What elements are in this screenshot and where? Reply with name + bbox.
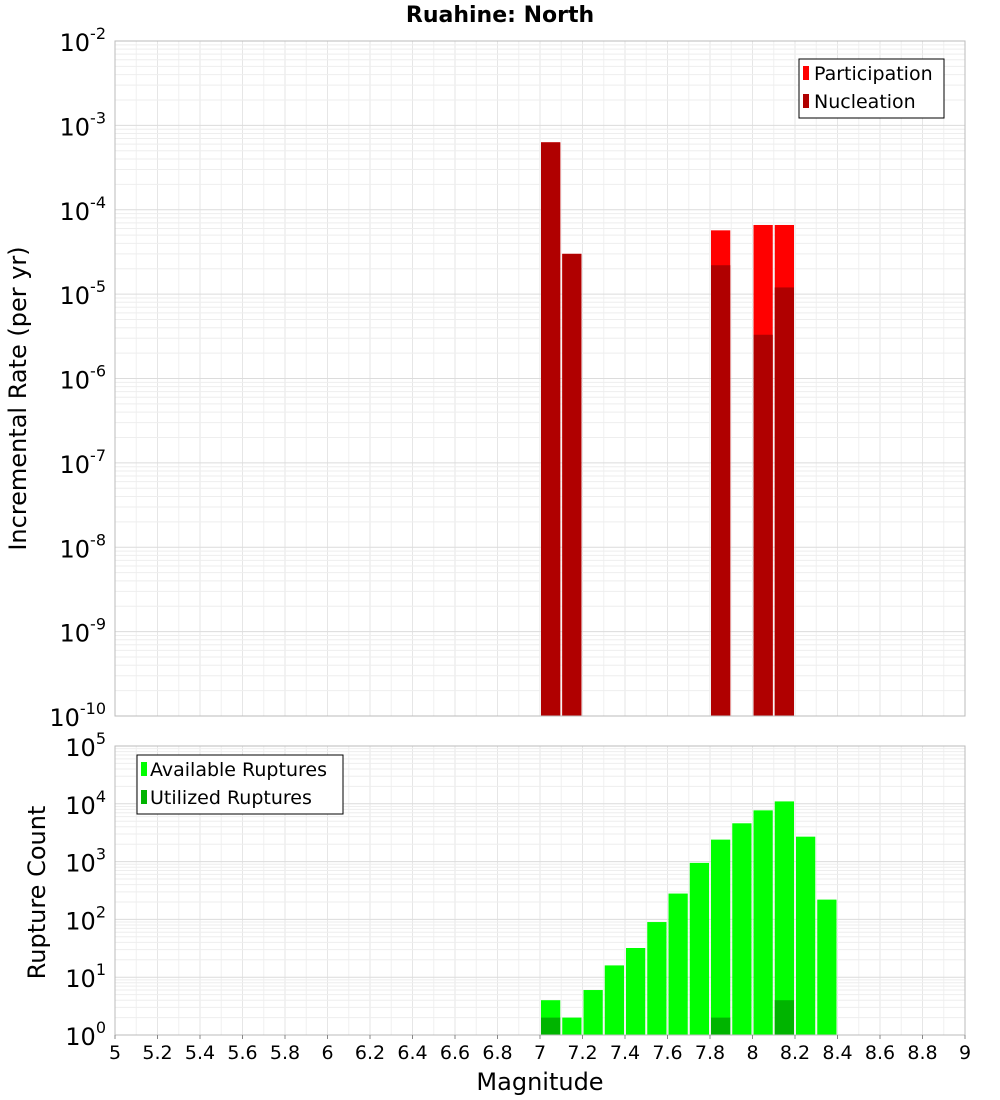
bar-available-ruptures <box>774 801 794 1035</box>
legend-participation-swatch <box>803 66 809 80</box>
count-legend: Available Ruptures Utilized Ruptures <box>136 754 344 815</box>
x-ticks: 5 5.2 5.4 5.6 5.8 6 6.2 6.4 6.6 6.8 7 7.2 7.4 7.6 7.8 8… <box>109 1035 971 1064</box>
bar-nucleation <box>774 287 794 716</box>
x-tick-label: 6.2 <box>355 1042 385 1064</box>
bar-nucleation <box>562 253 582 716</box>
bar-available-ruptures <box>753 810 773 1035</box>
x-tick-label: 8.6 <box>865 1042 895 1064</box>
bar-utilized-ruptures <box>774 1000 794 1035</box>
y-tick-label: 102 <box>65 902 106 935</box>
y-tick-label: 10-8 <box>60 530 107 563</box>
y-tick-label: 104 <box>65 787 106 820</box>
rate-bars <box>541 142 794 716</box>
count-bars <box>541 801 837 1035</box>
rate-legend: Participation Nucleation <box>798 58 945 119</box>
bar-available-ruptures <box>562 1017 582 1035</box>
legend-available-swatch <box>141 762 147 776</box>
x-tick-label: 6.8 <box>482 1042 512 1064</box>
y-tick-label: 100 <box>65 1018 106 1051</box>
bar-available-ruptures <box>583 990 603 1035</box>
bar-available-ruptures <box>732 823 752 1035</box>
y-tick-label: 105 <box>65 729 106 762</box>
x-tick-label: 9 <box>959 1042 971 1064</box>
bar-available-ruptures <box>711 839 731 1035</box>
x-tick-label: 8 <box>746 1042 758 1064</box>
legend-available-label: Available Ruptures <box>150 759 327 781</box>
count-y-ticks: 100 101 102 103 104 105 <box>65 729 106 1051</box>
y-tick-label: 10-10 <box>49 699 106 732</box>
y-tick-label: 10-6 <box>60 362 107 395</box>
bar-available-ruptures <box>604 965 624 1035</box>
chart-title: Ruahine: North <box>406 3 594 28</box>
bar-nucleation <box>541 142 561 716</box>
rate-panel: 10-10 10-9 10-8 10-7 10-6 10-5 10-4 10-3 10-2 In… <box>4 24 966 732</box>
x-tick-label: 7.8 <box>695 1042 725 1064</box>
x-tick-label: 5 <box>109 1042 121 1064</box>
bar-available-ruptures <box>689 862 709 1035</box>
x-tick-label: 5.4 <box>185 1042 215 1064</box>
y-tick-label: 10-9 <box>60 615 107 648</box>
legend-participation-label: Participation <box>814 63 933 85</box>
legend-utilized-swatch <box>141 790 147 804</box>
x-tick-label: 6.4 <box>397 1042 427 1064</box>
legend-utilized-label: Utilized Ruptures <box>150 787 312 809</box>
bar-available-ruptures <box>626 948 646 1035</box>
x-tick-label: 7.2 <box>567 1042 597 1064</box>
count-panel: 100 101 102 103 104 105 Rupture Count Availab… <box>23 729 971 1096</box>
rate-legend-box <box>798 58 945 119</box>
rate-y-axis-label: Incremental Rate (per yr) <box>4 246 32 550</box>
x-tick-label: 7.6 <box>652 1042 682 1064</box>
rate-grid <box>114 41 966 717</box>
y-tick-label: 10-7 <box>60 446 107 479</box>
x-tick-label: 5.6 <box>227 1042 257 1064</box>
x-tick-label: 5.8 <box>270 1042 300 1064</box>
bar-nucleation <box>753 334 773 716</box>
y-tick-label: 10-4 <box>60 193 107 226</box>
count-y-axis-label: Rupture Count <box>23 806 51 980</box>
bar-nucleation <box>711 265 731 716</box>
y-tick-label: 103 <box>65 845 106 878</box>
y-tick-label: 10-3 <box>60 108 107 141</box>
y-tick-label: 101 <box>65 960 106 993</box>
bar-available-ruptures <box>817 899 837 1035</box>
x-tick-label: 7.4 <box>610 1042 640 1064</box>
bar-available-ruptures <box>647 922 667 1035</box>
rate-y-ticks: 10-10 10-9 10-8 10-7 10-6 10-5 10-4 10-3 10-2 <box>49 24 106 732</box>
x-tick-label: 5.2 <box>142 1042 172 1064</box>
bar-utilized-ruptures <box>541 1017 561 1035</box>
x-tick-label: 8.4 <box>822 1042 852 1064</box>
x-tick-label: 8.2 <box>780 1042 810 1064</box>
x-tick-label: 7 <box>534 1042 546 1064</box>
y-tick-label: 10-2 <box>60 24 107 57</box>
rate-plot-frame <box>114 40 966 717</box>
bar-utilized-ruptures <box>711 1017 731 1035</box>
legend-nucleation-label: Nucleation <box>814 91 916 113</box>
legend-nucleation-swatch <box>803 94 809 108</box>
bar-available-ruptures <box>668 893 688 1035</box>
bar-available-ruptures <box>796 836 816 1035</box>
x-tick-label: 6.6 <box>440 1042 470 1064</box>
x-tick-label: 8.8 <box>907 1042 937 1064</box>
count-legend-box <box>136 754 344 815</box>
x-tick-label: 6 <box>321 1042 333 1064</box>
x-axis-label: Magnitude <box>476 1068 603 1096</box>
y-tick-label: 10-5 <box>60 277 107 310</box>
